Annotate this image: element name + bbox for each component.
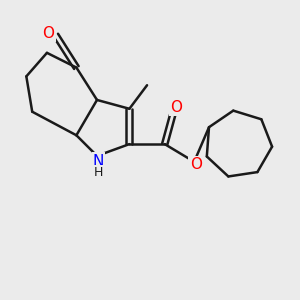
Text: H: H: [94, 166, 103, 178]
Text: O: O: [170, 100, 182, 115]
Text: N: N: [93, 154, 104, 169]
Text: O: O: [42, 26, 54, 41]
Text: O: O: [190, 157, 202, 172]
